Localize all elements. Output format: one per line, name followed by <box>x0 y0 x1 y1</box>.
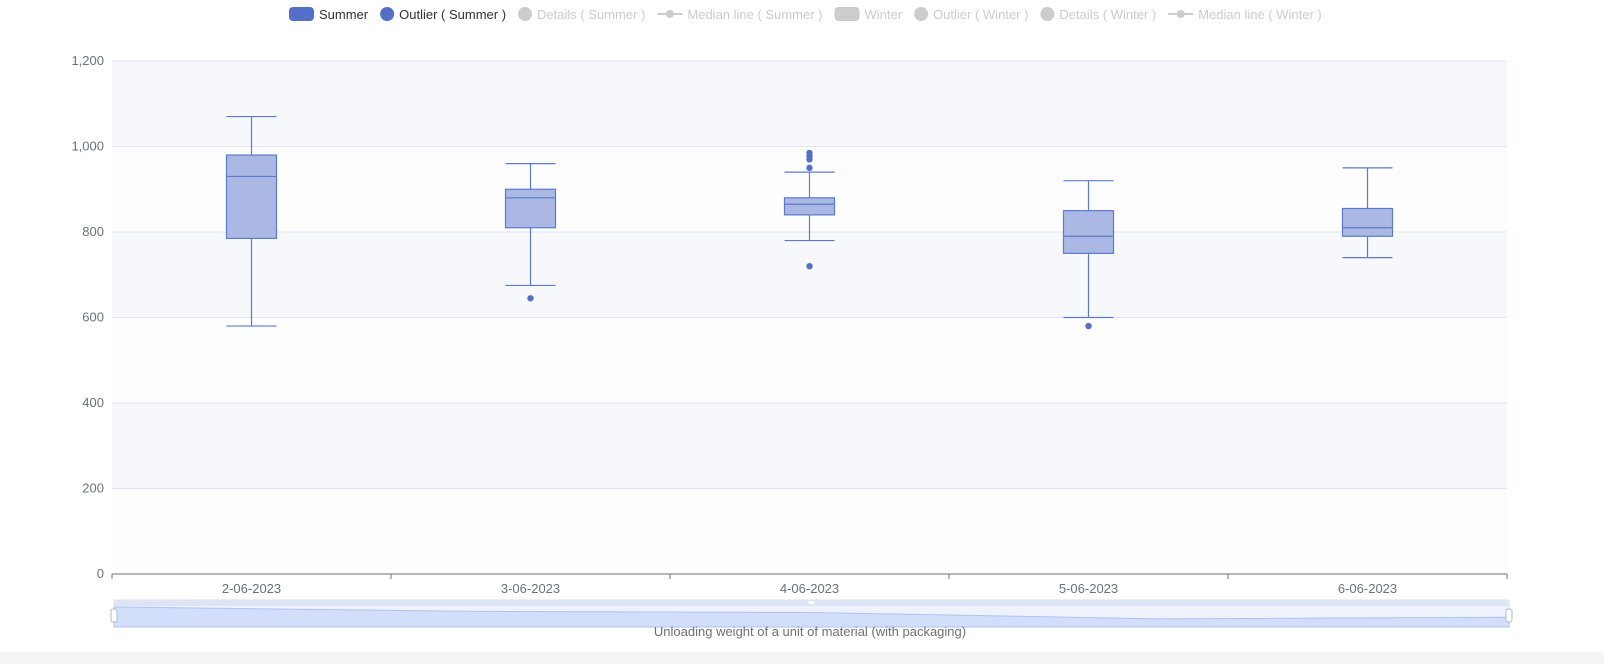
outlier-point[interactable] <box>806 263 813 270</box>
outlier-point[interactable] <box>527 295 534 302</box>
box-body <box>504 188 557 229</box>
zoom-drag-grip[interactable] <box>808 601 815 604</box>
y-tick-label: 0 <box>97 566 104 581</box>
plot-band <box>112 61 1507 147</box>
x-tick-label: 2-06-2023 <box>222 581 281 596</box>
box-item[interactable] <box>783 171 836 242</box>
outlier-series <box>527 149 1092 330</box>
box-item[interactable] <box>1062 180 1115 319</box>
footer-band <box>0 652 1604 664</box>
legend-item[interactable]: Winter <box>834 7 903 22</box>
legend-item[interactable]: Outlier ( Winter ) <box>914 7 1028 22</box>
legend-item[interactable]: Outlier ( Summer ) <box>380 7 506 22</box>
outlier-point[interactable] <box>1085 322 1092 330</box>
legend-box-icon <box>289 7 314 21</box>
legend-item[interactable]: Details ( Summer ) <box>518 7 645 22</box>
x-tick-label: 4-06-2023 <box>780 581 839 596</box>
box-body <box>1341 207 1394 237</box>
legend-item[interactable]: Median line ( Summer ) <box>657 7 823 22</box>
box-body <box>1062 210 1115 254</box>
zoom-right-handle[interactable] <box>1505 608 1513 623</box>
legend-circle-icon <box>380 7 395 21</box>
box-body <box>783 197 836 216</box>
y-axis: 0 200 400 600 800 1,000 1,200 <box>71 53 104 581</box>
legend-label: Median line ( Summer ) <box>687 7 822 22</box>
legend-item[interactable]: Median line ( Winter ) <box>1168 7 1322 22</box>
y-tick-label: 1,200 <box>71 53 104 68</box>
legend-line-marker-icon <box>665 10 674 18</box>
legend-label: Details ( Winter ) <box>1059 7 1156 22</box>
legend: Summer Outlier ( Summer ) Details ( Summer… <box>289 7 1322 22</box>
y-tick-label: 200 <box>82 481 104 496</box>
legend-label: Winter <box>865 7 903 22</box>
outlier-point[interactable] <box>806 164 813 172</box>
legend-label: Outlier ( Summer ) <box>399 7 506 22</box>
y-tick-label: 400 <box>82 395 104 410</box>
zoom-left-handle[interactable] <box>110 608 118 623</box>
x-tick-label: 5-06-2023 <box>1059 581 1118 596</box>
legend-item[interactable]: Summer <box>289 7 369 22</box>
legend-label: Median line ( Winter ) <box>1198 7 1322 22</box>
legend-label: Summer <box>319 7 369 22</box>
legend-label: Outlier ( Winter ) <box>933 7 1028 22</box>
y-tick-label: 800 <box>82 224 104 239</box>
outlier-point[interactable] <box>806 156 813 163</box>
legend-circle-icon <box>1040 7 1055 21</box>
legend-item[interactable]: Details ( Winter ) <box>1040 7 1156 22</box>
box-item[interactable] <box>504 163 557 287</box>
plot-band <box>112 232 1507 318</box>
legend-circle-icon <box>518 7 533 21</box>
plot-band <box>112 317 1507 403</box>
box-body <box>225 154 278 240</box>
box-item[interactable] <box>225 115 278 327</box>
legend-circle-icon <box>914 7 929 21</box>
data-zoom-slider <box>110 599 1513 628</box>
plot-band <box>112 403 1507 489</box>
x-tick-label: 6-06-2023 <box>1338 581 1397 596</box>
box-item[interactable] <box>1341 167 1394 259</box>
legend-label: Details ( Summer ) <box>537 7 645 22</box>
box-series <box>225 115 1394 327</box>
x-axis-title: Unloading weight of a unit of material (… <box>654 624 966 639</box>
legend-line-marker-icon <box>1176 10 1185 18</box>
x-axis: 2-06-2023 3-06-2023 4-06-2023 5-06-2023 6-06… <box>111 573 1508 596</box>
plot-band <box>112 488 1507 574</box>
zoom-preview-area <box>113 606 1510 628</box>
y-tick-label: 1,000 <box>71 139 104 154</box>
y-tick-label: 600 <box>82 310 104 325</box>
x-tick-label: 3-06-2023 <box>501 581 560 596</box>
legend-box-icon <box>834 7 860 21</box>
